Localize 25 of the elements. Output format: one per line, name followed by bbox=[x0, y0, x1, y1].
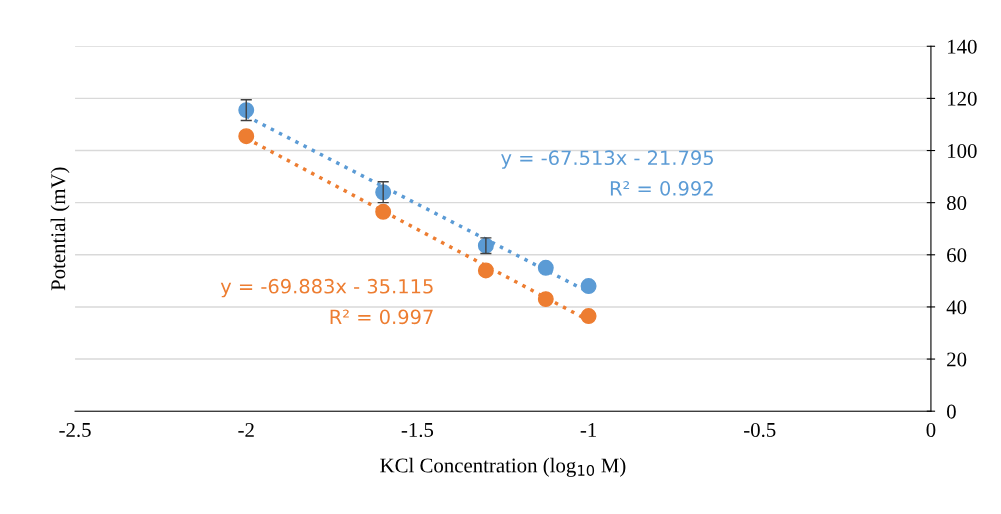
point bbox=[537, 291, 554, 308]
annotation: y = -69.883x - 35.115 R² = 0.997 bbox=[220, 278, 433, 325]
y-axis-title: Potential (mV) bbox=[50, 167, 70, 291]
y-tick-label: 120 bbox=[948, 91, 977, 106]
point bbox=[238, 128, 255, 145]
x-tick-label: -1.5 bbox=[401, 423, 434, 438]
point bbox=[477, 262, 494, 279]
x-axis-title: KCl Concentration (log$_{10}$ M) bbox=[380, 457, 626, 477]
annotation: y = -67.513x - 21.795 R² = 0.992 bbox=[501, 150, 713, 196]
y-tick-label: 20 bbox=[947, 352, 967, 367]
x-tick-label: -0.5 bbox=[744, 422, 776, 438]
point bbox=[537, 259, 554, 276]
point bbox=[580, 308, 597, 325]
x-tick-label: -2 bbox=[238, 422, 254, 437]
point bbox=[580, 278, 597, 295]
y-tick-label: 0 bbox=[947, 404, 956, 419]
x-tick-label: -1 bbox=[580, 423, 597, 437]
y-tick-label: 80 bbox=[947, 196, 967, 211]
y-tick-label: 40 bbox=[946, 300, 967, 315]
x-tick-label: 0 bbox=[926, 422, 936, 437]
x-tick-label: -2.5 bbox=[59, 422, 91, 438]
y-tick-label: 60 bbox=[947, 248, 967, 263]
point bbox=[375, 203, 392, 220]
y-tick-label: 140 bbox=[948, 39, 977, 54]
y-tick-label: 100 bbox=[948, 143, 977, 158]
